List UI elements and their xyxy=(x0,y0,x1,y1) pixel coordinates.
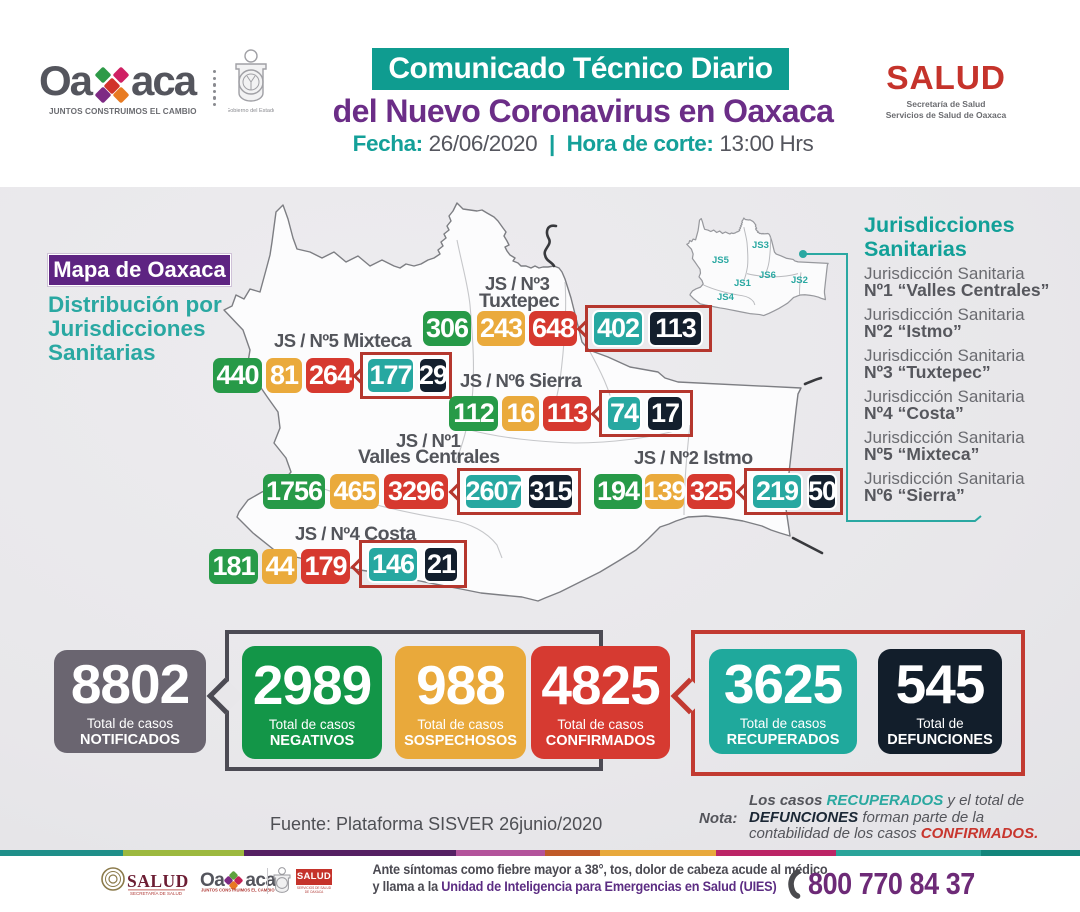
svg-text:JS4: JS4 xyxy=(717,292,735,303)
svg-text:Gobierno del Estado: Gobierno del Estado xyxy=(228,108,274,114)
svg-text:JS3: JS3 xyxy=(752,240,769,251)
svg-text:JS6: JS6 xyxy=(759,270,776,281)
svg-text:JS1: JS1 xyxy=(734,278,752,289)
svg-text:JS2: JS2 xyxy=(791,275,808,286)
svg-text:JS5: JS5 xyxy=(712,255,730,266)
svg-text:SALUD: SALUD xyxy=(127,871,189,891)
svg-text:SECRETARÍA DE SALUD: SECRETARÍA DE SALUD xyxy=(130,890,183,896)
